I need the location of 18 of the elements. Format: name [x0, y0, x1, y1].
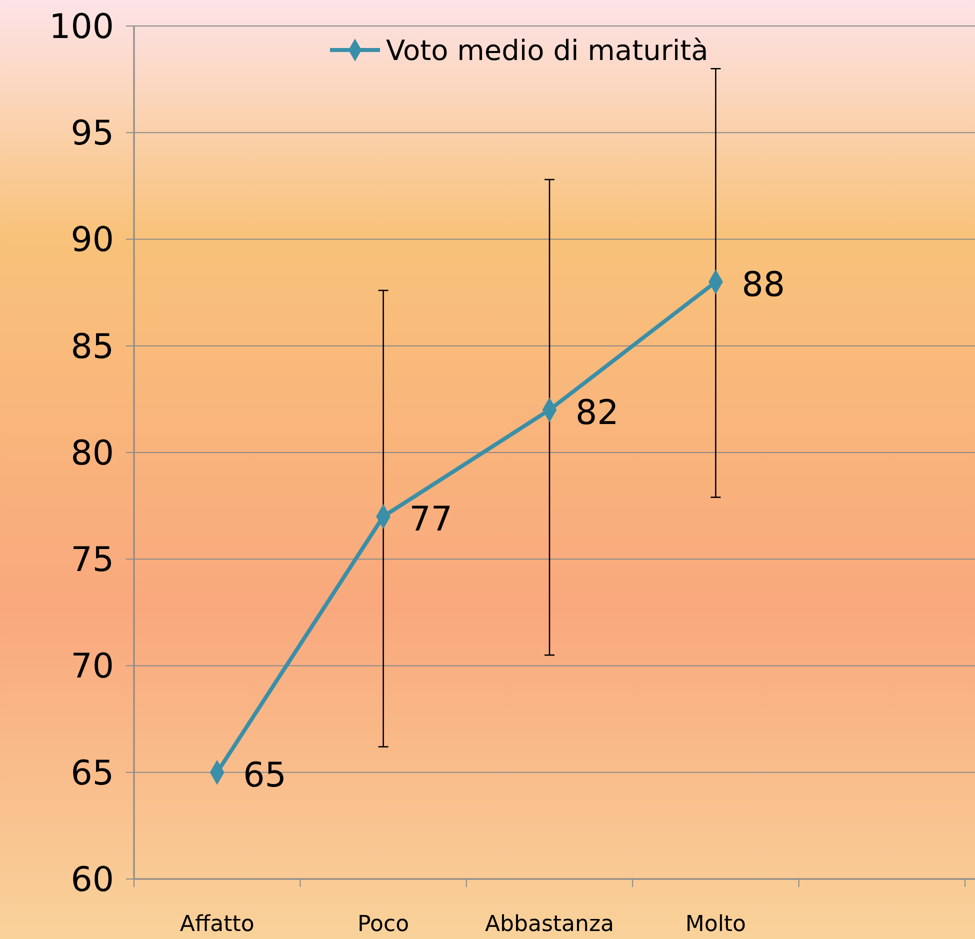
data-label: 77	[409, 499, 453, 540]
y-tick-label: 65	[70, 753, 114, 794]
x-tick-label: Affatto	[180, 912, 254, 937]
x-tick-label: Molto	[685, 912, 746, 937]
legend-label: Voto medio di maturità	[386, 34, 708, 67]
data-label: 65	[243, 755, 286, 796]
y-tick-label: 85	[70, 326, 114, 367]
data-label: 82	[576, 392, 619, 433]
y-tick-label: 95	[70, 114, 114, 154]
y-tick-label: 60	[70, 860, 114, 900]
y-tick-label: 100	[49, 6, 114, 47]
y-tick-label: 90	[70, 220, 114, 260]
x-tick-label: Abbastanza	[484, 912, 614, 937]
data-label: 88	[742, 264, 785, 305]
x-tick-label: Poco	[358, 912, 410, 937]
y-tick-label: 70	[70, 646, 114, 687]
y-tick-label: 75	[70, 540, 114, 580]
y-tick-label: 80	[70, 433, 114, 474]
